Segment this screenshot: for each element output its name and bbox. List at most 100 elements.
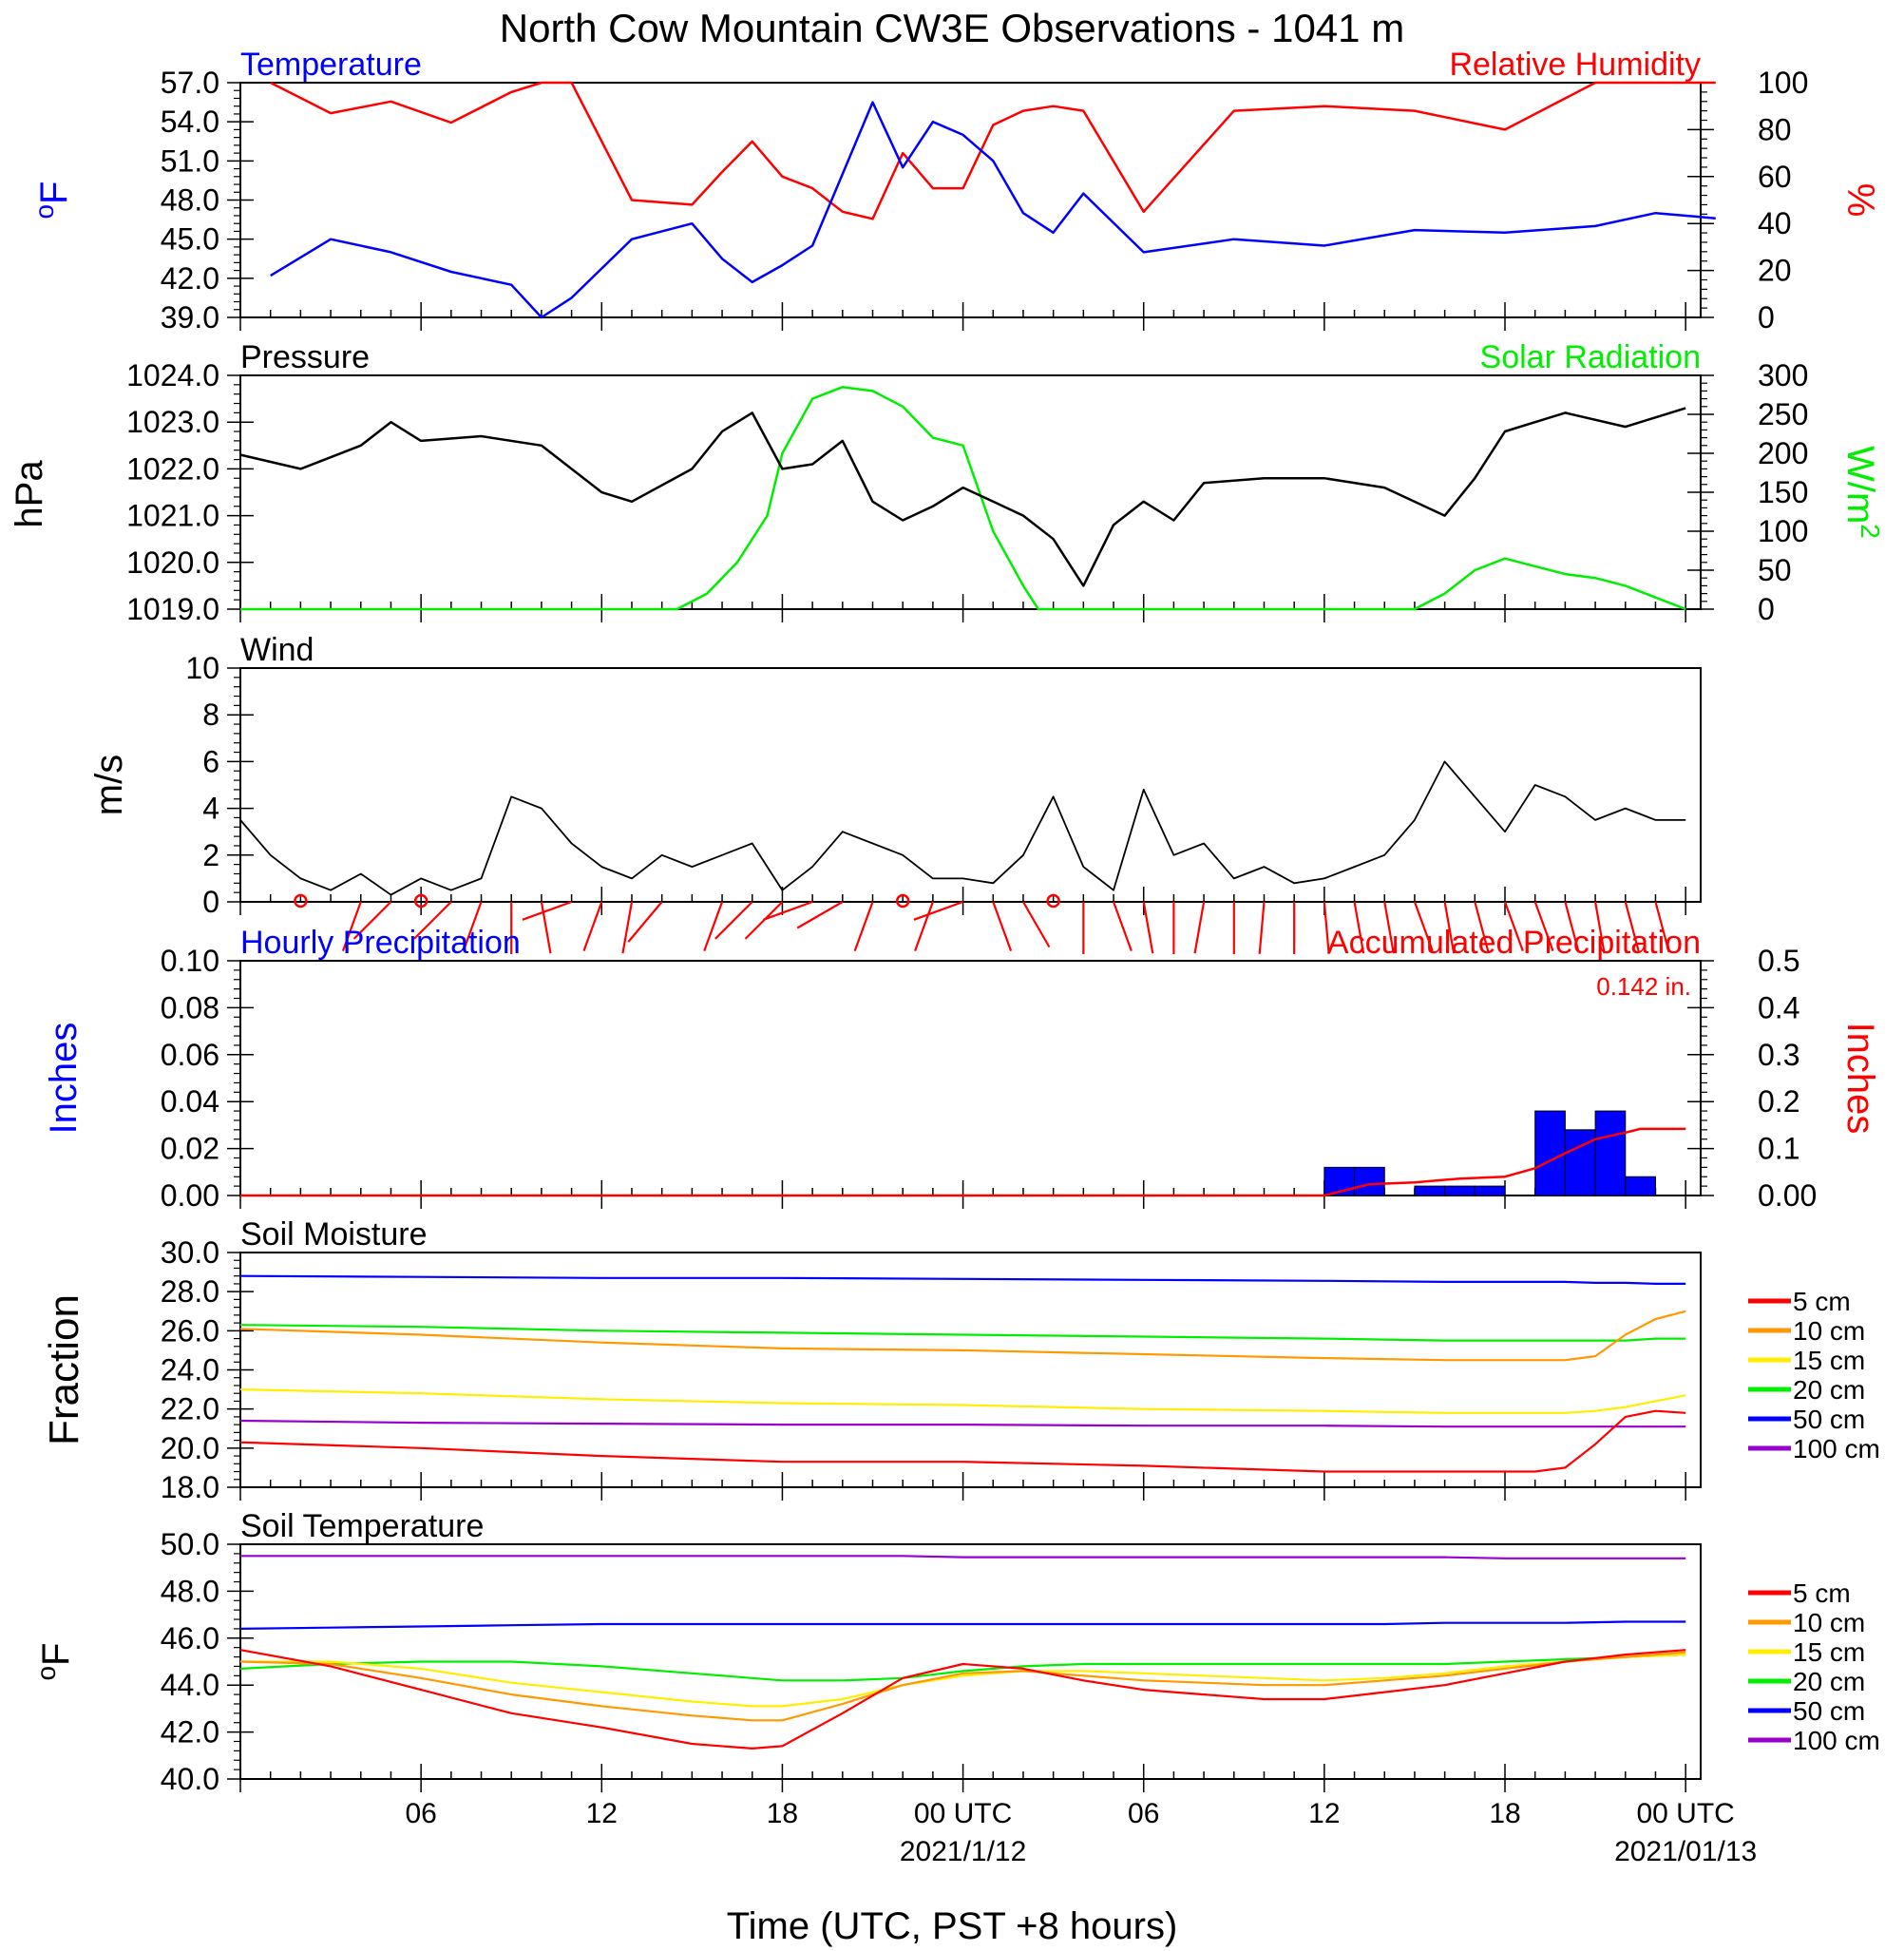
y-left-tick-label: 2 xyxy=(202,838,219,872)
x-tick-label: 06 xyxy=(1128,1798,1159,1829)
legend-label: 100 cm xyxy=(1793,1726,1880,1755)
wind-barb xyxy=(714,901,753,940)
wind-barb xyxy=(1413,901,1434,952)
legend-label: 20 cm xyxy=(1793,1667,1865,1696)
y-right-tick-label: 150 xyxy=(1758,475,1808,509)
y-left-tick-label: 0.04 xyxy=(161,1084,219,1119)
wind-barb xyxy=(1022,901,1051,948)
panel-title-hourly-precip: Hourly Precipitation xyxy=(240,925,521,961)
wind-barb xyxy=(540,901,552,954)
x-tick-label: 00 UTC xyxy=(914,1798,1012,1829)
legend-label: 10 cm xyxy=(1793,1608,1865,1637)
y-left-tick-label: 57.0 xyxy=(161,66,219,100)
wind-barb xyxy=(1112,901,1133,952)
precip-bar xyxy=(1625,1176,1656,1196)
y-left-tick-label: 1022.0 xyxy=(126,451,219,486)
y-left-tick-label: 1024.0 xyxy=(126,358,219,392)
x-date-label: 2021/1/12 xyxy=(900,1836,1026,1867)
panel-title: Soil Moisture xyxy=(240,1216,428,1253)
wind-barb xyxy=(1564,901,1580,953)
y-left-tick-label: 26.0 xyxy=(161,1313,219,1348)
y-left-tick-label: 0.02 xyxy=(161,1132,219,1166)
y-left-label: Fraction xyxy=(41,1294,87,1445)
y-right-tick-label: 60 xyxy=(1758,160,1792,194)
series-10cm xyxy=(239,1651,1686,1722)
y-right-tick-label: 200 xyxy=(1758,436,1808,470)
legend-label: 10 cm xyxy=(1793,1316,1865,1346)
x-axis-label: Time (UTC, PST +8 hours) xyxy=(727,1905,1178,1947)
series-100cm xyxy=(240,1555,1686,1559)
y-left-tick-label: 50.0 xyxy=(161,1527,219,1561)
series-15cm xyxy=(239,1388,1686,1414)
wind-barb xyxy=(913,900,963,921)
series-pressure xyxy=(239,407,1686,587)
series-5cm xyxy=(239,1409,1686,1473)
panel-soil-moisture: 30.0 28.0 26.0 24.0 22.0 20.0 18.0 Soil Moistur… xyxy=(41,1216,1880,1504)
y-left-tick-label: 48.0 xyxy=(161,183,219,218)
accum-total-annotation: 0.142 in. xyxy=(1596,972,1691,1001)
wind-barb xyxy=(522,900,572,921)
legend-label: 5 cm xyxy=(1793,1578,1851,1608)
panel-title: Soil Temperature xyxy=(240,1508,484,1544)
y-left-tick-label: 42.0 xyxy=(161,1715,219,1750)
wind-barb xyxy=(1142,901,1154,954)
wind-barb xyxy=(582,901,603,952)
legend-label: 20 cm xyxy=(1793,1375,1865,1405)
y-left-tick-label: 20.0 xyxy=(161,1431,219,1465)
panel-title-pressure: Pressure xyxy=(240,339,370,375)
wind-calm-circle xyxy=(895,893,910,909)
panel-soil-temperature: 50.0 48.0 46.0 44.0 42.0 40.0 Soil Temperature… xyxy=(31,1508,1880,1796)
wind-barb xyxy=(1654,901,1670,953)
y-left-tick-label: 42.0 xyxy=(161,261,219,296)
y-right-label: Inches xyxy=(1839,1023,1881,1135)
y-right-tick-label: 40 xyxy=(1758,206,1792,240)
precip-bar xyxy=(1474,1185,1506,1196)
legend-label: 50 cm xyxy=(1793,1696,1865,1726)
wind-barb xyxy=(853,901,874,952)
series-20cm xyxy=(239,1324,1686,1342)
precip-bar xyxy=(1594,1110,1627,1196)
legend-label: 5 cm xyxy=(1793,1287,1851,1316)
y-left-tick-label: 44.0 xyxy=(161,1668,219,1702)
y-left-tick-label: 1019.0 xyxy=(126,592,219,626)
y-right-tick-label: 100 xyxy=(1758,514,1808,548)
y-right-tick-label: 100 xyxy=(1758,66,1808,100)
y-right-tick-label: 0.4 xyxy=(1758,990,1799,1024)
wind-barb xyxy=(1593,901,1606,954)
y-left-tick-label: 40.0 xyxy=(161,1762,219,1796)
series-5cm xyxy=(239,1649,1686,1750)
precip-bar xyxy=(1564,1129,1596,1196)
y-left-tick-label: 0 xyxy=(202,885,219,919)
legend-label: 15 cm xyxy=(1793,1346,1865,1375)
y-left-tick-label: 8 xyxy=(202,698,219,732)
series-50cm xyxy=(239,1274,1686,1286)
x-tick-label: 00 UTC xyxy=(1636,1798,1734,1829)
wind-barb xyxy=(621,901,634,954)
y-left-tick-label: 0.06 xyxy=(161,1038,219,1072)
panel-precipitation: 0.10 0.08 0.06 0.04 0.02 0.00 0.5 0.4 0.3 0.2 0.1 0… xyxy=(43,925,1881,1213)
series-relative-humidity xyxy=(270,81,1716,220)
series-50cm xyxy=(239,1620,1686,1630)
y-left-tick-label: 1023.0 xyxy=(126,405,219,439)
y-right-tick-label: 0.2 xyxy=(1758,1084,1799,1119)
y-left-label: oF xyxy=(31,1642,77,1680)
precip-bar xyxy=(1534,1110,1566,1196)
y-left-tick-label: 28.0 xyxy=(161,1274,219,1309)
y-right-tick-label: 250 xyxy=(1758,397,1808,431)
panel-title-solar: Solar Radiation xyxy=(1480,339,1701,375)
wind-calm-circle xyxy=(413,893,428,909)
panel-pressure-solar: 1024.0 1023.0 1022.0 1021.0 1020.0 1019.0 300 2… xyxy=(9,339,1885,626)
precip-bar xyxy=(1354,1166,1385,1196)
y-right-tick-label: 0 xyxy=(1758,300,1775,335)
wind-barb xyxy=(1258,901,1266,954)
series-20cm xyxy=(239,1654,1686,1682)
series-temperature xyxy=(270,101,1716,319)
y-right-tick-label: 0.1 xyxy=(1758,1132,1799,1166)
panel-title-wind: Wind xyxy=(240,632,314,668)
wind-barb xyxy=(1353,901,1365,954)
legend-label: 15 cm xyxy=(1793,1637,1865,1667)
wind-barb xyxy=(1443,901,1456,954)
legend-label: 50 cm xyxy=(1793,1405,1865,1434)
y-left-label: m/s xyxy=(88,755,130,815)
wind-barb xyxy=(1193,901,1206,954)
